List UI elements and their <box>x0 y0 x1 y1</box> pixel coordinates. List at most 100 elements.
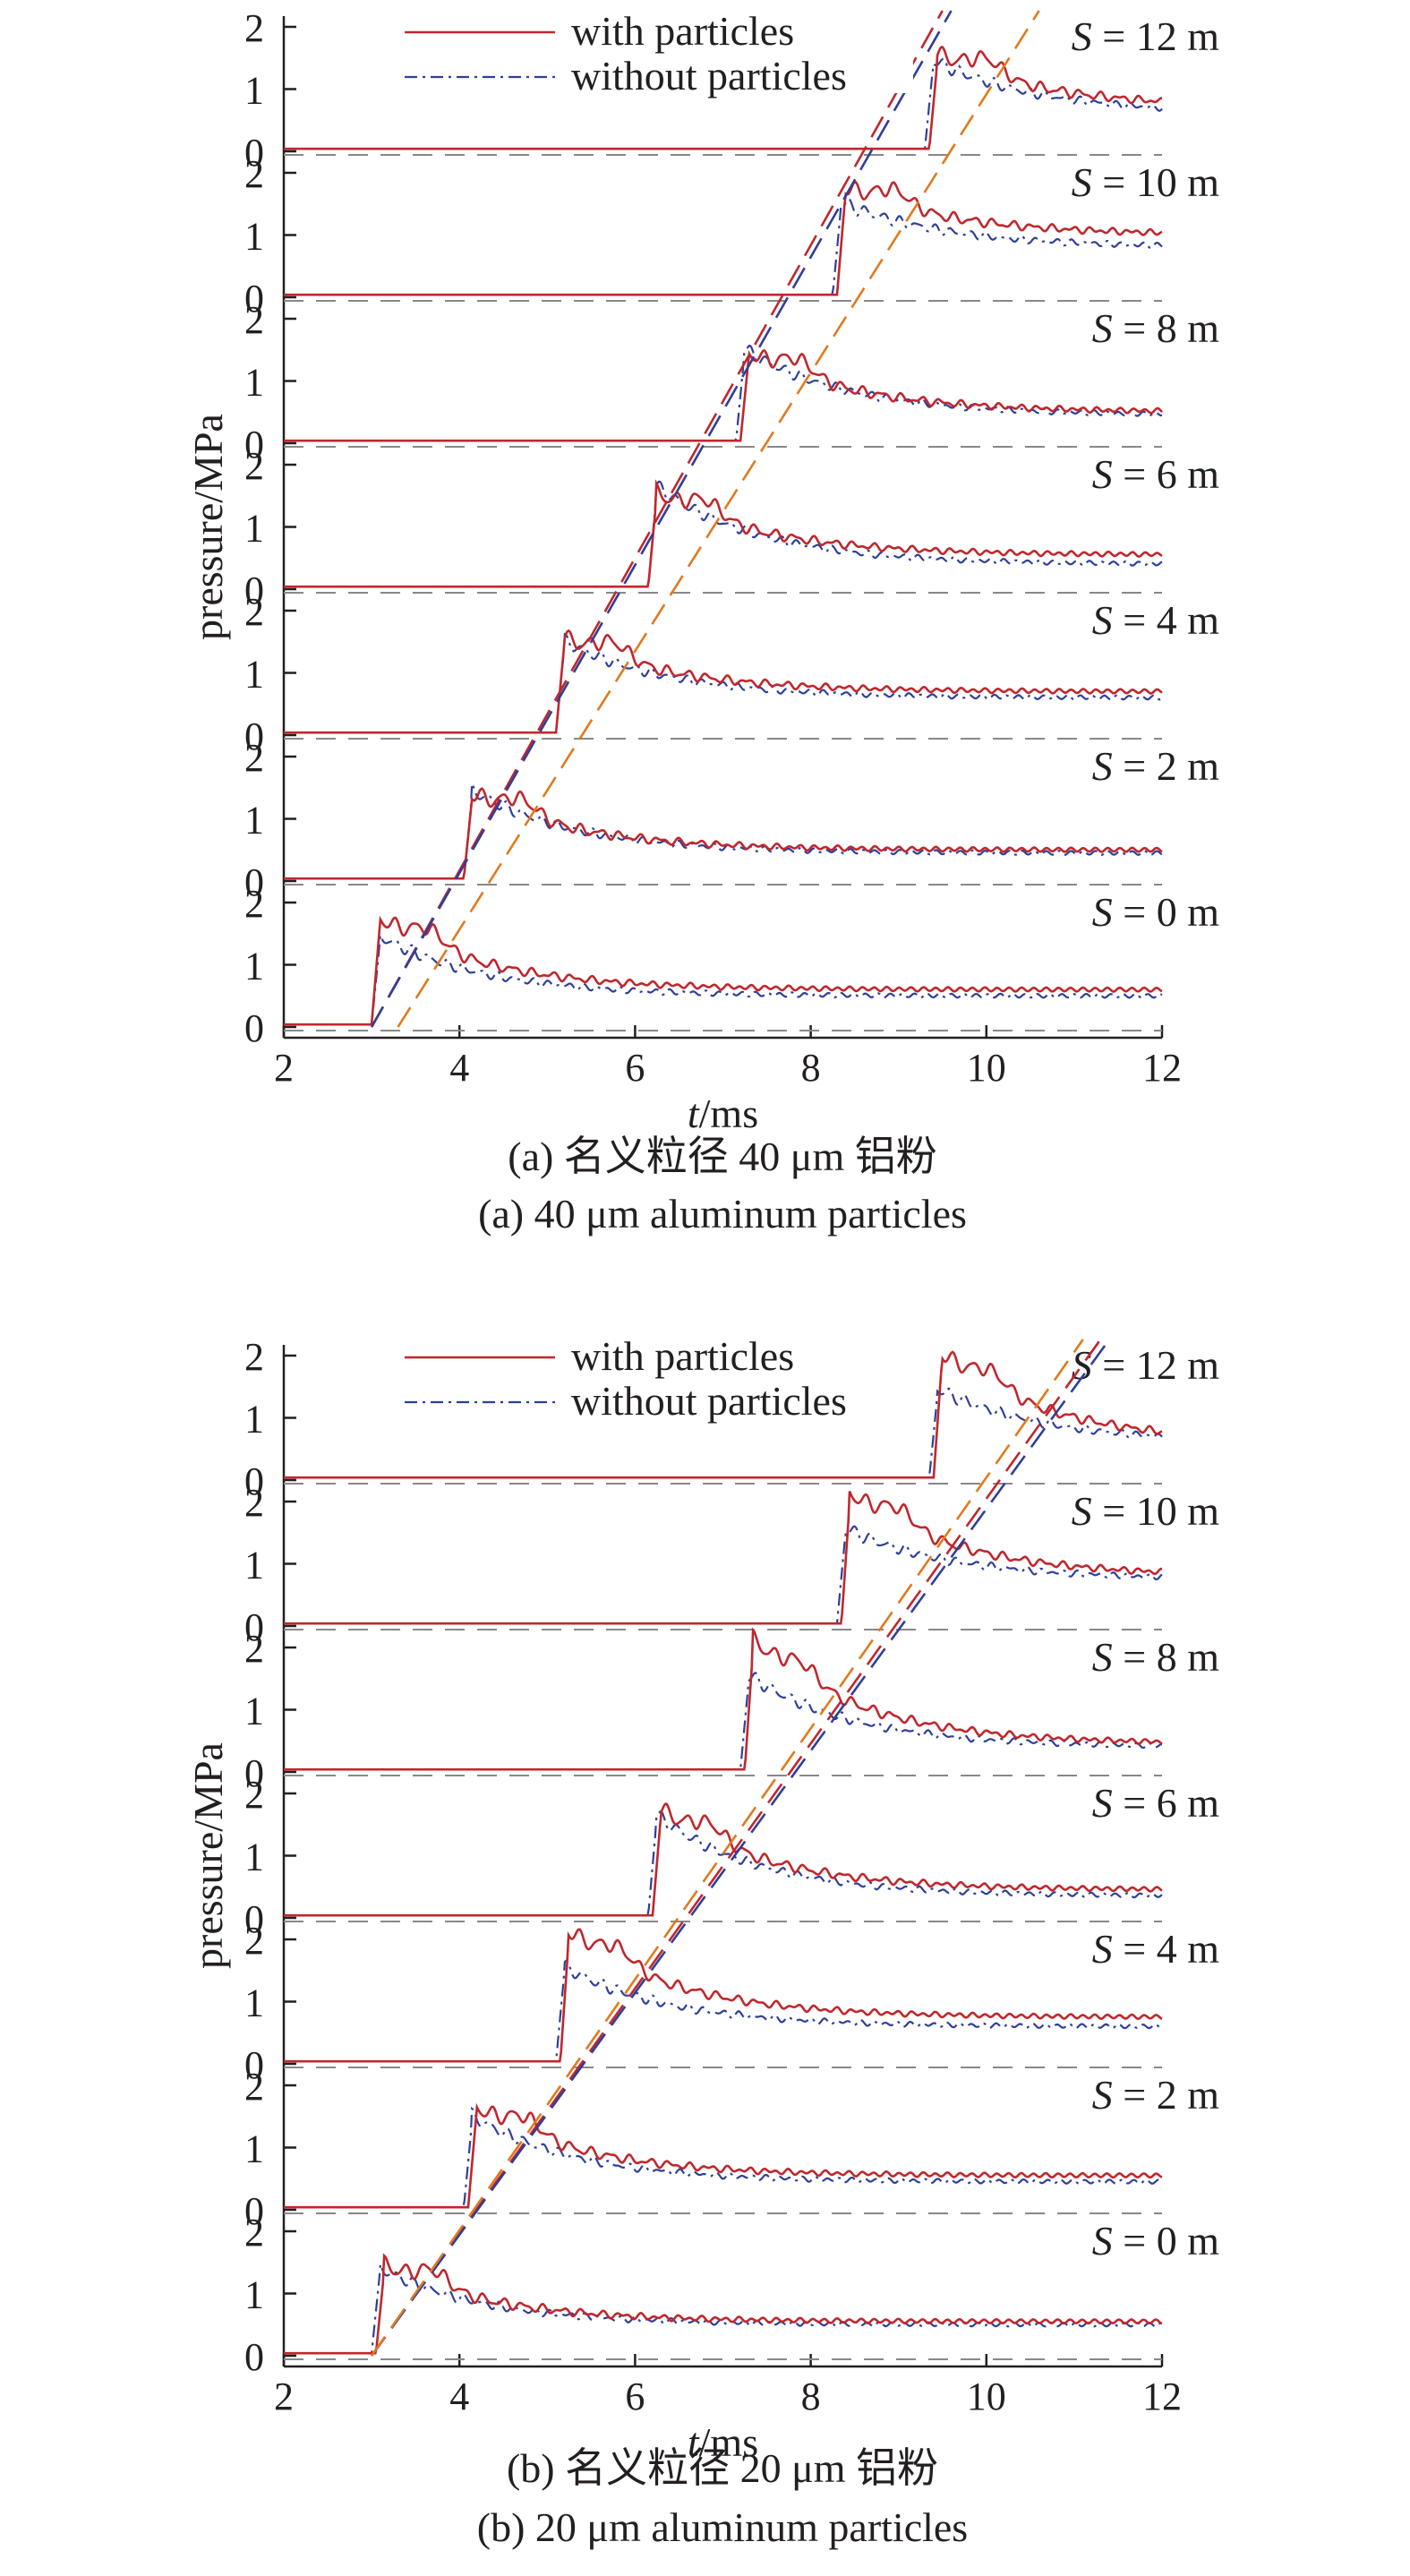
y-tick-label: 1 <box>244 1981 264 2025</box>
series-without-particles <box>284 480 1163 588</box>
series-without-particles <box>284 1672 1163 1771</box>
y-tick-label: 0 <box>244 1605 264 1649</box>
y-tick-label: 1 <box>244 215 264 259</box>
series-without-particles <box>284 935 1163 1026</box>
x-axis-label: t/ms <box>688 2419 758 2465</box>
distance-label: S = 12 m <box>1072 13 1219 59</box>
y-tick-label: 0 <box>244 131 264 175</box>
x-axis-label: t/ms <box>688 1091 758 1136</box>
series-with-particles <box>284 2102 1163 2209</box>
y-tick-label: 2 <box>244 298 264 342</box>
y-tick-label: 1 <box>244 361 264 405</box>
sub-panel: 0 1 2 S = 12 m <box>244 1335 1219 1503</box>
legend-label-with: with particles <box>571 8 794 54</box>
sub-panel: 0 1 2 S = 6 m <box>244 444 1219 612</box>
y-tick-label: 2 <box>244 1335 264 1379</box>
series-without-particles <box>284 1525 1163 1625</box>
sub-panel: 0 1 2 S = 8 m <box>244 298 1219 466</box>
series-without-particles <box>284 632 1163 734</box>
sub-panel: 0 1 2 S = 4 m <box>244 590 1219 758</box>
distance-label: S = 6 m <box>1092 451 1219 497</box>
series-with-particles <box>284 1928 1163 2063</box>
distance-label: S = 2 m <box>1092 743 1219 789</box>
caption-en: (a) 40 μm aluminum particles <box>478 1191 967 1237</box>
sub-panel: 0 1 2 S = 2 m <box>244 2065 1219 2233</box>
series-without-particles <box>284 2106 1163 2209</box>
caption-zh: (a) 名义粒径 40 μm 铝粉 <box>508 1134 937 1179</box>
sub-panel: 0 1 2 S = 8 m <box>244 1627 1219 1795</box>
x-tick-label: 6 <box>625 2375 645 2418</box>
y-tick-label: 1 <box>244 1690 264 1733</box>
y-tick-label: 1 <box>244 799 264 843</box>
y-tick-label: 0 <box>244 1459 264 1503</box>
series-with-particles <box>284 479 1163 588</box>
y-tick-label: 2 <box>244 6 264 50</box>
distance-label: S = 10 m <box>1072 1488 1219 1534</box>
sub-panel: 0 1 2 S = 10 m <box>244 152 1219 321</box>
series-without-particles <box>284 1387 1163 1479</box>
series-with-particles <box>284 1350 1163 1479</box>
y-tick-label: 0 <box>244 2043 264 2087</box>
sub-panel: 0 1 2 S = 10 m <box>244 1481 1219 1649</box>
y-tick-label: 0 <box>244 1006 264 1050</box>
y-tick-label: 0 <box>244 860 264 904</box>
y-tick-label: 1 <box>244 2127 264 2171</box>
sub-panel: 0 1 2 S = 2 m <box>244 736 1219 904</box>
series-with-particles <box>284 46 1163 150</box>
y-tick-label: 0 <box>244 569 264 612</box>
x-tick-label: 10 <box>967 1046 1006 1090</box>
y-tick-label: 0 <box>244 1897 264 1941</box>
sub-panel: 0 1 2 S = 0 m <box>244 2211 1219 2379</box>
trend-line <box>370 10 944 1028</box>
trend-line <box>371 1339 1111 2357</box>
distance-label: S = 4 m <box>1092 1926 1219 1972</box>
y-tick-label: 0 <box>244 715 264 758</box>
y-tick-label: 1 <box>244 69 264 113</box>
y-tick-label: 2 <box>244 590 264 634</box>
caption-en: (b) 20 μm aluminum particles <box>477 2504 968 2550</box>
y-tick-label: 2 <box>244 2211 264 2255</box>
sub-panel: 0 1 2 S = 6 m <box>244 1773 1219 1941</box>
distance-label: S = 8 m <box>1092 305 1219 351</box>
sub-panel: 0 1 2 S = 12 m <box>244 6 1219 175</box>
distance-label: S = 0 m <box>1092 889 1219 935</box>
y-tick-label: 1 <box>244 1398 264 1442</box>
y-tick-label: 2 <box>244 444 264 488</box>
distance-label: S = 8 m <box>1092 1634 1219 1680</box>
trend-line <box>370 10 953 1028</box>
y-tick-label: 2 <box>244 152 264 196</box>
y-tick-label: 2 <box>244 1919 264 1963</box>
legend-label-with: with particles <box>571 1333 794 1379</box>
series-with-particles <box>284 915 1163 1026</box>
x-tick-label: 4 <box>449 1046 469 1090</box>
x-tick-label: 8 <box>801 1046 821 1090</box>
y-tick-label: 0 <box>244 2189 264 2233</box>
series-without-particles <box>284 783 1163 880</box>
sub-panel: 0 1 2 S = 0 m <box>244 882 1219 1050</box>
series-with-particles <box>284 787 1163 880</box>
y-tick-label: 1 <box>244 1544 264 1588</box>
y-tick-label: 0 <box>244 277 264 321</box>
distance-label: S = 10 m <box>1072 159 1219 205</box>
series-without-particles <box>284 1810 1163 1917</box>
distance-label: S = 4 m <box>1092 597 1219 643</box>
x-tick-label: 10 <box>967 2375 1006 2418</box>
y-tick-label: 1 <box>244 507 264 551</box>
legend-label-without: without particles <box>571 1378 847 1424</box>
series-with-particles <box>284 181 1163 296</box>
x-tick-label: 12 <box>1142 1046 1182 1090</box>
legend-bg <box>394 1331 913 1418</box>
series-without-particles <box>284 344 1163 442</box>
distance-label: S = 12 m <box>1072 1342 1219 1388</box>
sub-panel: 0 1 2 S = 4 m <box>244 1919 1219 2087</box>
y-axis-label: pressure/MPa <box>185 1742 231 1969</box>
trend-line <box>397 10 1040 1028</box>
y-tick-label: 2 <box>244 1481 264 1525</box>
series-with-particles <box>284 349 1163 442</box>
